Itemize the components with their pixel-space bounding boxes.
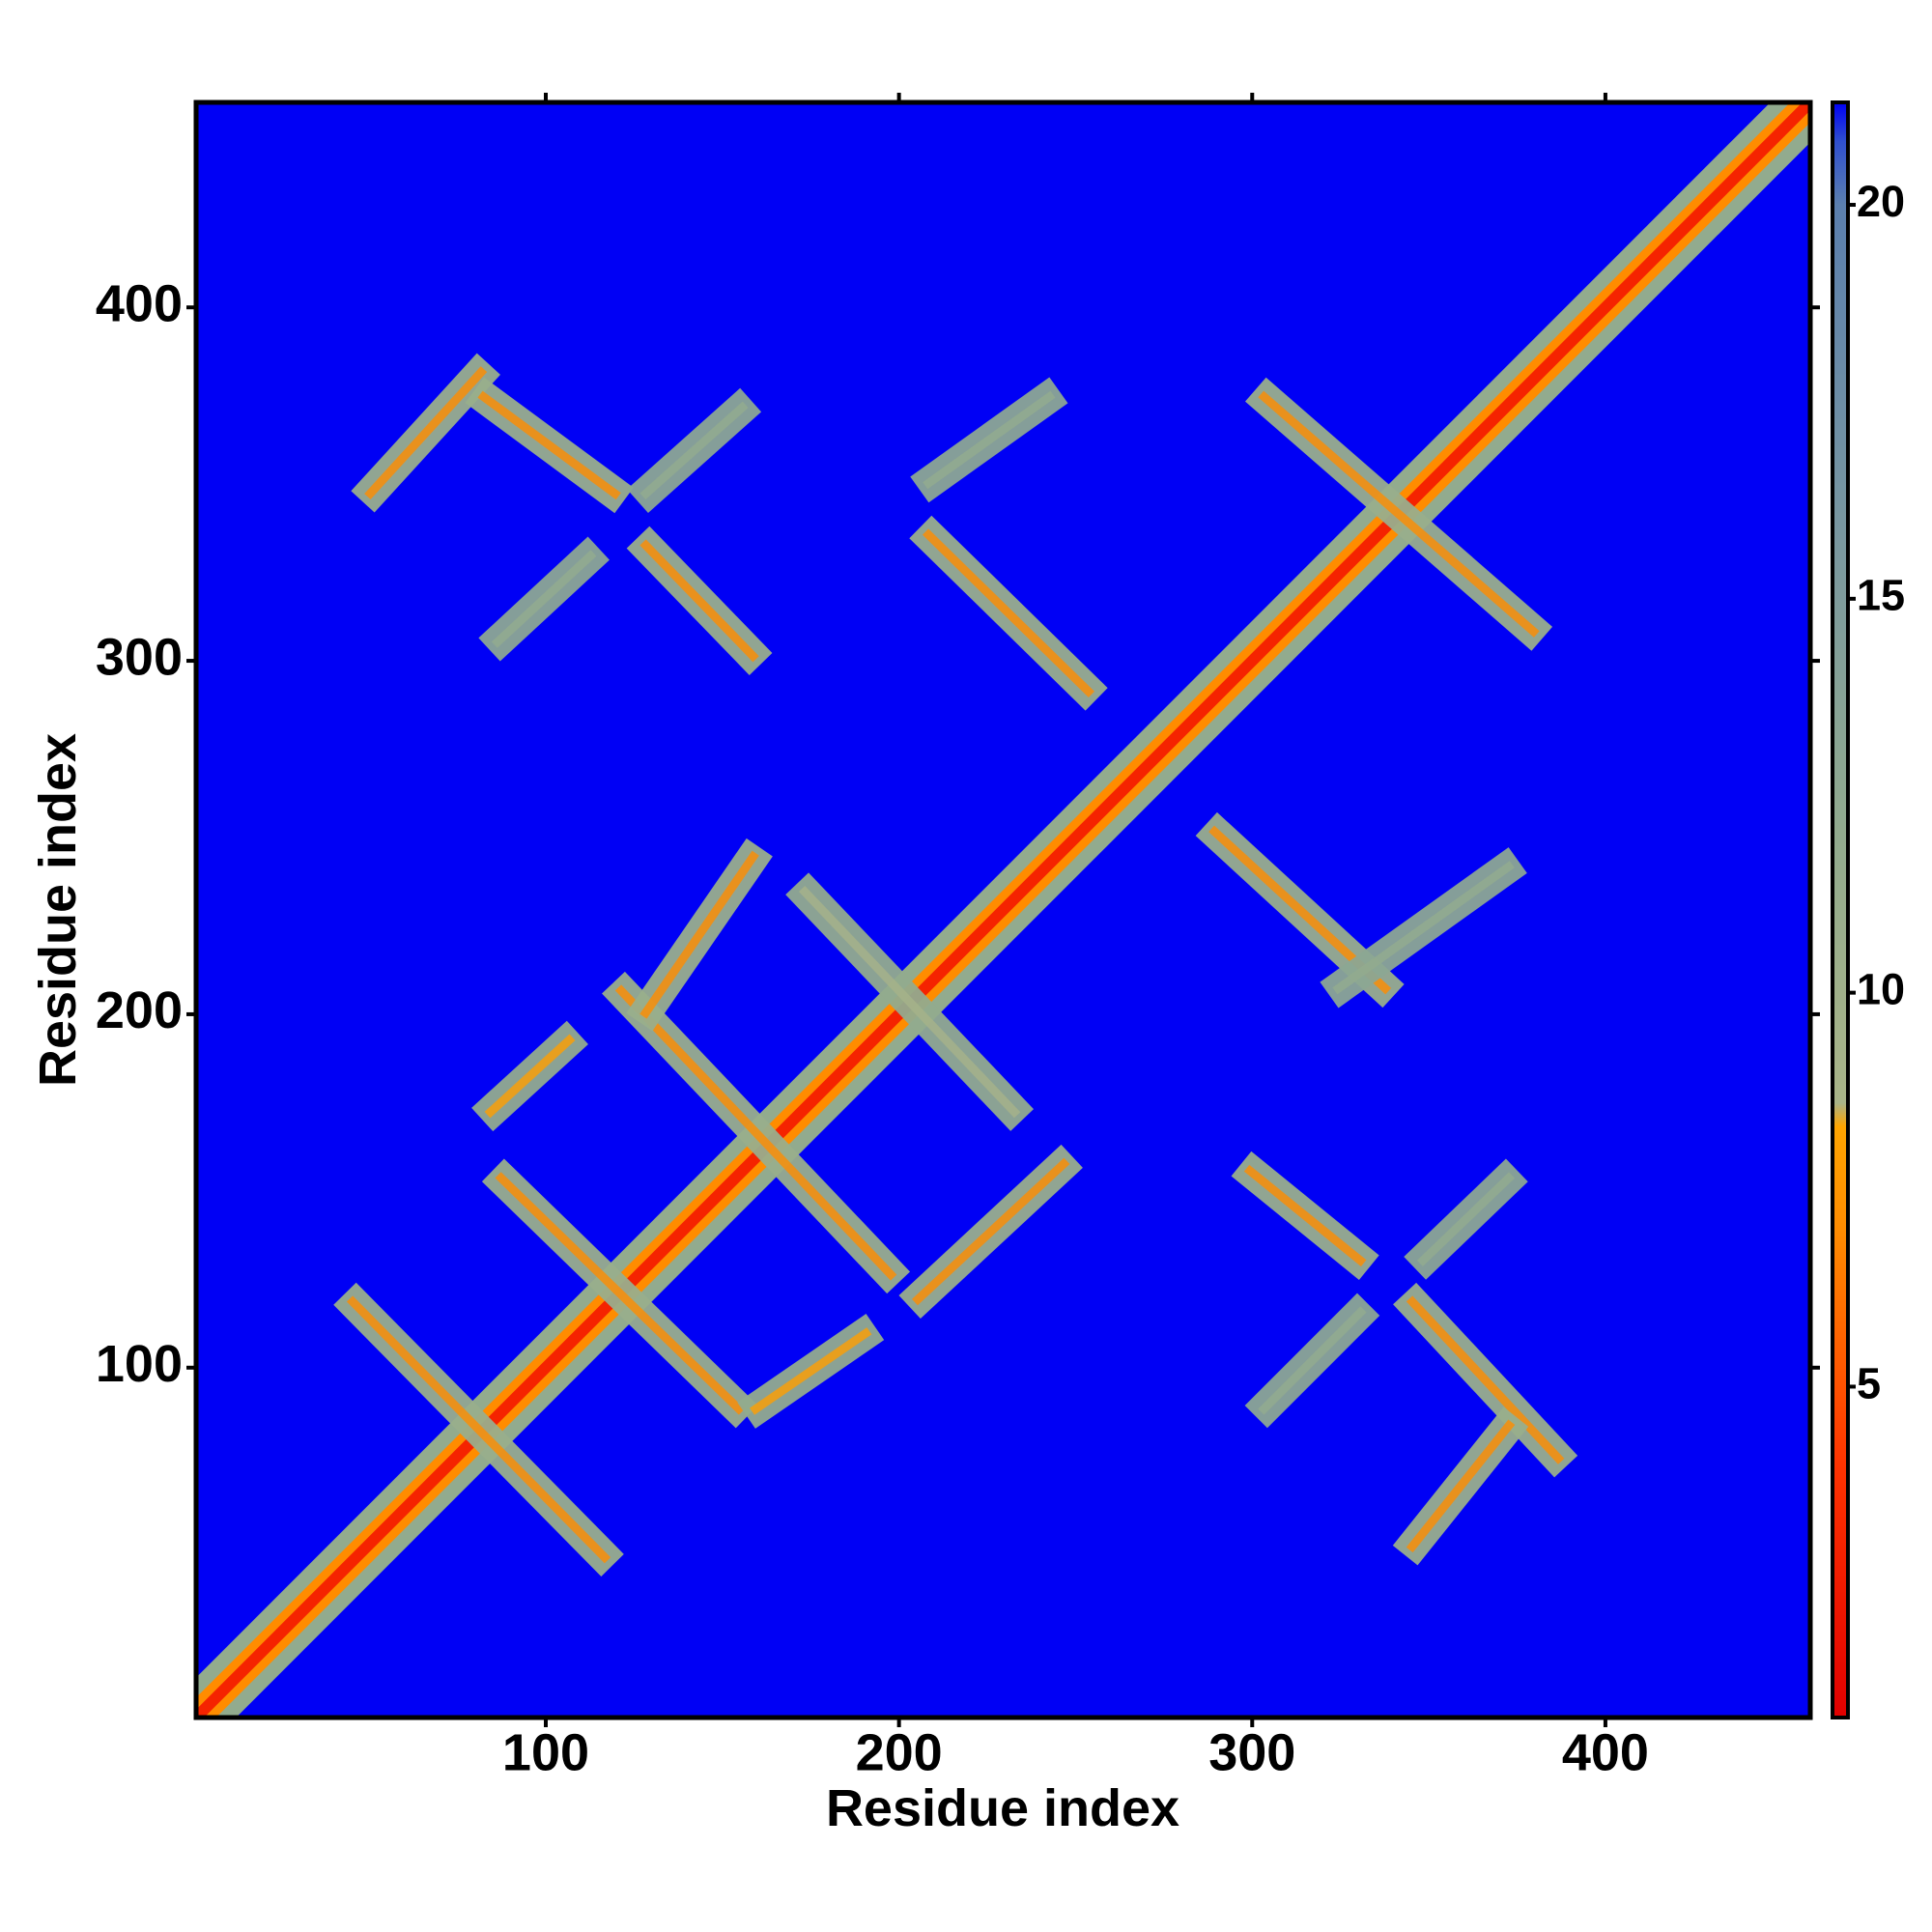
contact-band [1243,1164,1367,1267]
heatmap [196,102,1810,1718]
contact-band [1258,390,1540,638]
contact-band [484,1034,576,1119]
contact-band [346,1295,611,1564]
colorbar-tick-label: 5 [1857,1358,1881,1407]
x-tick-label: 100 [502,1723,589,1781]
contact-band [495,1172,746,1415]
x-tick-label: 300 [1208,1723,1295,1781]
contact-band [477,390,621,500]
contact-band [1208,825,1392,995]
y-tick-label: 300 [96,628,183,686]
contact-band [364,366,488,500]
contact-band [750,1327,872,1415]
contact-band [1416,1172,1516,1267]
plot-frame [193,99,1813,1720]
x-tick-label: 400 [1562,1723,1649,1781]
colorbar-tick-label: 15 [1857,571,1905,620]
contact-band [639,401,749,500]
colorbar [1831,100,1850,1719]
contact-band [614,984,897,1281]
contact-band [912,1157,1070,1306]
contact-band [491,550,597,648]
contact-band [922,528,1095,697]
x-tick-label: 200 [856,1723,943,1781]
colorbar-tick-label: 20 [1857,177,1905,226]
y-tick-label: 200 [96,981,183,1039]
contact-band [639,850,759,1019]
x-axis-title: Residue index [826,1779,1179,1837]
contact-band [798,885,1021,1119]
contact-band [639,539,759,663]
y-tick-label: 400 [96,274,183,332]
y-tick-label: 100 [96,1335,183,1393]
contact-band [1332,861,1515,995]
colorbar-tick-label: 10 [1857,965,1905,1014]
y-axis-title: Residue index [29,733,87,1087]
contact-band [1258,1306,1367,1415]
contact-band [1406,1295,1565,1464]
contact-band [1406,1419,1516,1553]
contact-band [923,390,1056,490]
